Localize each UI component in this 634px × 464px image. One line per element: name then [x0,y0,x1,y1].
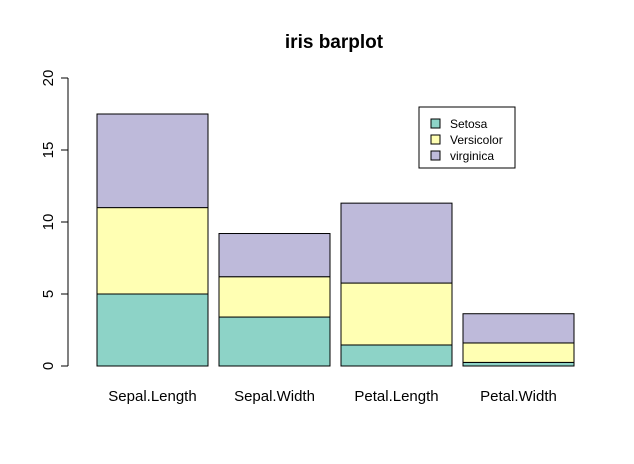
y-tick-label: 0 [40,362,57,370]
bar-segment [218,316,331,367]
x-tick-label: Sepal.Length [108,388,196,405]
x-axis-labels: Sepal.Length Sepal.Width Petal.Length Petal… [108,388,557,405]
legend-swatch [430,118,441,129]
bar-segment [462,313,575,344]
bar-segment [96,293,209,367]
chart-title: iris barplot [285,32,384,53]
legend: Setosa Versicolor virginica [418,106,516,169]
legend-swatch [430,134,441,145]
y-tick-label: 20 [40,70,57,87]
bar-segment [340,202,453,284]
legend-label: Setosa [450,117,488,131]
y-axis: 0 5 10 15 20 [40,70,69,370]
y-tick-label: 15 [40,142,57,159]
bar-segment [340,344,453,367]
y-tick-label: 5 [40,290,57,298]
x-tick-label: Sepal.Width [234,388,315,405]
bar-segment [218,233,331,278]
bar-segment [96,113,209,209]
x-tick-label: Petal.Width [480,388,557,405]
bars [96,113,575,367]
bar-segment [462,342,575,363]
bar-segment [340,282,453,346]
y-tick-label: 10 [40,214,57,231]
legend-label: Versicolor [450,133,503,147]
x-tick-label: Petal.Length [354,388,438,405]
legend-label: virginica [450,149,494,163]
bar-segment [462,361,575,367]
legend-swatch [430,150,441,161]
bar-segment [96,207,209,295]
bar-segment [218,276,331,318]
